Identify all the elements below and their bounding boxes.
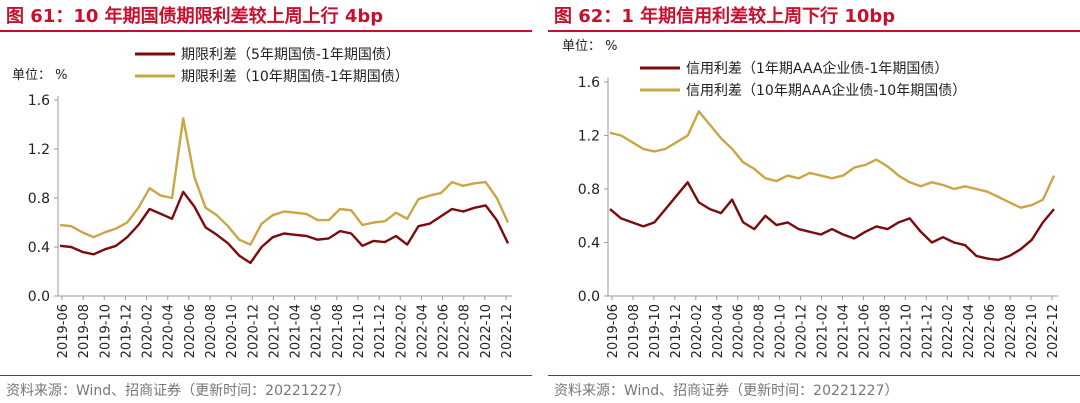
x-tick-label: 2021-12 xyxy=(373,304,388,358)
x-tick-label: 2019-06 xyxy=(56,304,71,358)
x-tick-label: 2022-08 xyxy=(1004,304,1019,358)
y-tick-label: 0.8 xyxy=(28,191,50,207)
chart-panel-61: 图 61：10 年期国债期限利差较上周上行 4bp 单位： % 0.0 0.4 0.8… xyxy=(0,0,532,403)
legend-label: 信用利差（1年期AAA企业债-1年期国债） xyxy=(686,60,948,77)
x-tick-label: 2019-08 xyxy=(627,304,642,358)
x-tick-label: 2020-10 xyxy=(225,304,240,358)
series-line xyxy=(59,190,510,265)
x-tick-label: 2020-08 xyxy=(753,304,768,358)
legend-label: 信用利差（10年期AAA企业债-10年期国债） xyxy=(686,82,966,99)
x-tick-label: 2021-08 xyxy=(878,304,893,358)
chart-title: 图 62：1 年期信用利差较上周下行 10bp xyxy=(554,6,896,27)
x-tick-label: 2021-06 xyxy=(857,304,872,358)
x-tick-label: 2021-10 xyxy=(352,304,367,358)
x-tick-label: 2020-04 xyxy=(162,304,177,358)
x-tick-label: 2021-06 xyxy=(310,304,325,358)
x-tick-label: 2022-06 xyxy=(983,304,998,358)
y-tick-label: 0.0 xyxy=(578,289,600,305)
x-tick-label: 2022-02 xyxy=(394,304,409,358)
x-tick-label: 2020-08 xyxy=(204,304,219,358)
x-tick-label: 2020-04 xyxy=(711,304,726,358)
x-tick-label: 2020-10 xyxy=(774,304,789,358)
x-tick-label: 2022-02 xyxy=(941,304,956,358)
y-tick-label: 0.0 xyxy=(28,289,50,305)
y-tick-label: 0.4 xyxy=(28,240,50,256)
chart-62: 单位： % 0.0 0.4 0.8 1.2 1.6 2019-06 2019-08 2019-1… xyxy=(562,39,1061,358)
chart-61: 单位： % 0.0 0.4 0.8 1.2 1.6 2019-06 2019-08 2019-1… xyxy=(12,47,515,358)
y-tick-label: 1.6 xyxy=(578,75,600,91)
x-tick-label: 2022-12 xyxy=(500,304,515,358)
chart-title: 图 61：10 年期国债期限利差较上周上行 4bp xyxy=(6,6,384,27)
x-tick-label: 2022-08 xyxy=(458,304,473,358)
x-tick-label: 2021-12 xyxy=(920,304,935,358)
source-rule xyxy=(0,375,532,376)
x-tick-label: 2021-04 xyxy=(836,304,851,358)
x-tick-label: 2020-06 xyxy=(183,304,198,358)
title-rule xyxy=(548,30,1080,32)
unit-label: 单位： % xyxy=(12,68,68,83)
x-tick-label: 2022-04 xyxy=(962,304,977,358)
x-tick-label: 2022-10 xyxy=(1025,304,1040,358)
legend-label: 期限利差（10年期国债-1年期国债） xyxy=(181,69,409,85)
unit-label: 单位： % xyxy=(562,39,618,54)
series-line xyxy=(59,117,510,246)
source-note: 资料来源：Wind、招商证券（更新时间：20221227） xyxy=(554,383,899,399)
y-tick-label: 1.2 xyxy=(28,142,50,158)
x-tick-label: 2020-12 xyxy=(795,304,810,358)
x-tick-label: 2019-08 xyxy=(77,304,92,358)
x-tick-label: 2019-12 xyxy=(669,304,684,358)
y-tick-label: 1.2 xyxy=(578,129,600,145)
x-tick-label: 2021-02 xyxy=(816,304,831,358)
x-tick-label: 2022-12 xyxy=(1046,304,1061,358)
x-tick-label: 2022-10 xyxy=(479,304,494,358)
y-tick-label: 0.8 xyxy=(578,182,600,198)
source-rule xyxy=(548,375,1080,376)
title-rule xyxy=(0,30,532,32)
x-tick-label: 2019-10 xyxy=(98,304,113,358)
x-tick-label: 2021-08 xyxy=(331,304,346,358)
x-tick-label: 2020-02 xyxy=(690,304,705,358)
y-tick-label: 0.4 xyxy=(578,236,600,252)
x-tick-label: 2019-06 xyxy=(606,304,621,358)
chart-panel-62: 图 62：1 年期信用利差较上周下行 10bp 单位： % 0.0 0.4 0.8 1.… xyxy=(548,0,1080,403)
x-tick-label: 2020-02 xyxy=(141,304,156,358)
series-line xyxy=(609,181,1055,262)
x-tick-label: 2021-02 xyxy=(267,304,282,358)
x-tick-label: 2022-04 xyxy=(415,304,430,358)
x-tick-label: 2019-12 xyxy=(119,304,134,358)
y-tick-label: 1.6 xyxy=(28,93,50,109)
x-tick-label: 2019-10 xyxy=(648,304,663,358)
x-tick-label: 2022-06 xyxy=(437,304,452,358)
x-tick-label: 2020-06 xyxy=(732,304,747,358)
source-note: 资料来源：Wind、招商证券（更新时间：20221227） xyxy=(6,383,351,399)
x-tick-label: 2021-04 xyxy=(289,304,304,358)
series-line xyxy=(609,110,1056,209)
legend-label: 期限利差（5年期国债-1年期国债） xyxy=(181,47,400,63)
x-tick-label: 2020-12 xyxy=(246,304,261,358)
x-tick-label: 2021-10 xyxy=(899,304,914,358)
